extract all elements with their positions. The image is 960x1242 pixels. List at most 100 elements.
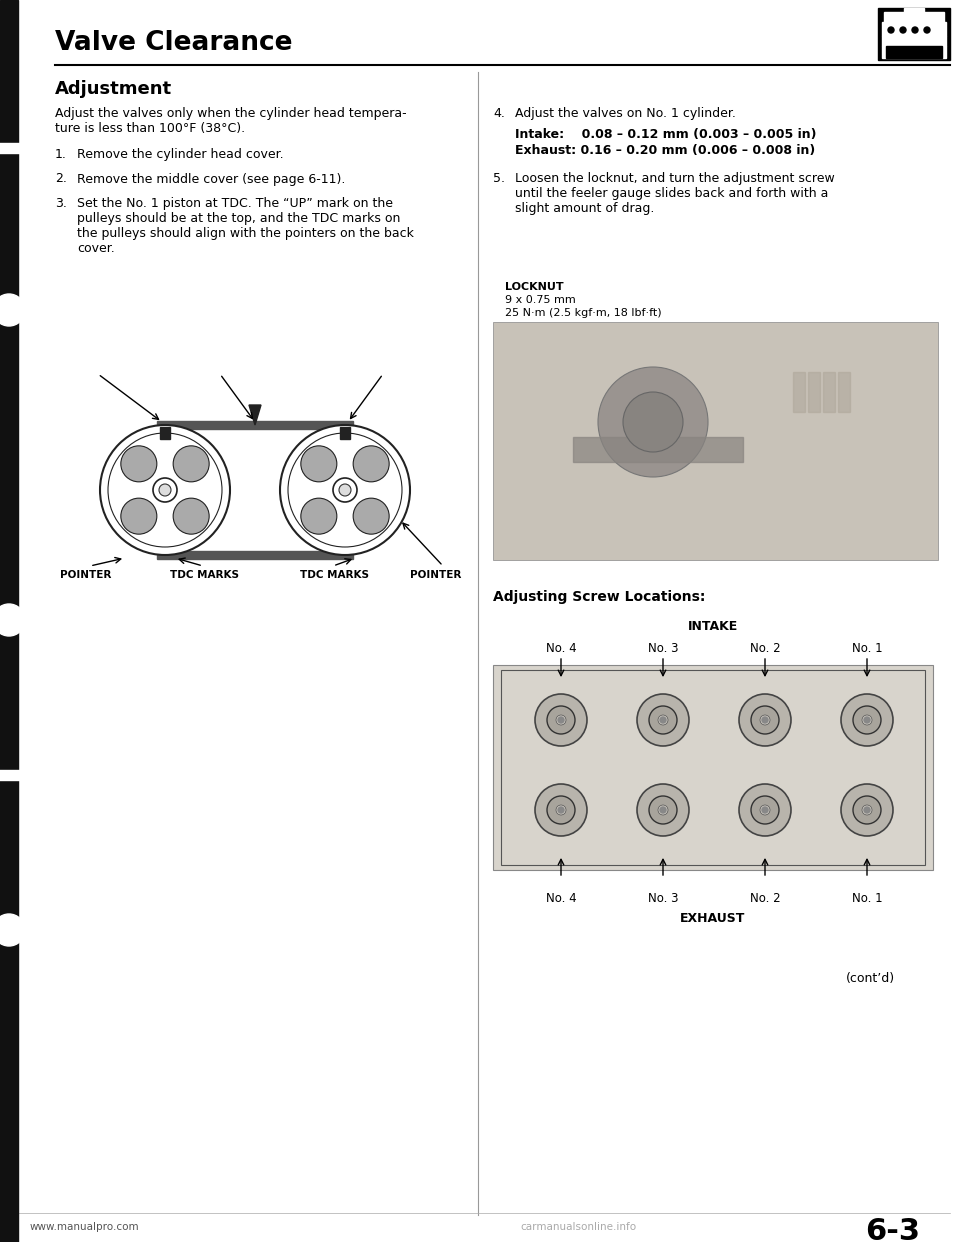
Circle shape: [598, 366, 708, 477]
Text: 3.: 3.: [55, 197, 67, 210]
Circle shape: [658, 805, 668, 815]
Circle shape: [762, 717, 768, 723]
Circle shape: [353, 498, 389, 534]
Text: www.manualpro.com: www.manualpro.com: [30, 1222, 139, 1232]
Circle shape: [623, 392, 683, 452]
Text: “UP” MARK: “UP” MARK: [65, 368, 133, 378]
Bar: [157, 421, 353, 428]
Circle shape: [339, 484, 351, 496]
Circle shape: [660, 717, 666, 723]
Circle shape: [535, 694, 587, 746]
Circle shape: [658, 715, 668, 725]
Circle shape: [924, 27, 930, 34]
Bar: [0, 143, 26, 153]
Circle shape: [353, 446, 389, 482]
Text: LOCKNUT: LOCKNUT: [505, 282, 564, 292]
Bar: [50, 358, 465, 590]
Circle shape: [159, 484, 171, 496]
Circle shape: [841, 784, 893, 836]
Circle shape: [760, 805, 770, 815]
Bar: [886, 46, 942, 58]
Bar: [904, 7, 924, 16]
Bar: [501, 669, 925, 864]
Text: Valve Clearance: Valve Clearance: [55, 30, 293, 56]
Circle shape: [739, 694, 791, 746]
Text: carmanualsonline.info: carmanualsonline.info: [520, 1222, 636, 1232]
Circle shape: [288, 433, 402, 546]
Text: Intake:    0.08 – 0.12 mm (0.003 – 0.005 in): Intake: 0.08 – 0.12 mm (0.003 – 0.005 in…: [515, 128, 817, 142]
Bar: [808, 373, 820, 412]
Circle shape: [333, 478, 357, 502]
Circle shape: [760, 715, 770, 725]
Text: No. 2: No. 2: [750, 642, 780, 655]
Circle shape: [535, 784, 587, 836]
Text: POINTER: POINTER: [410, 570, 462, 580]
Circle shape: [100, 425, 230, 555]
Circle shape: [864, 717, 870, 723]
Text: Adjust the valves only when the cylinder head tempera-
ture is less than 100°F (: Adjust the valves only when the cylinder…: [55, 107, 407, 135]
Bar: [493, 322, 938, 560]
Bar: [573, 437, 743, 462]
Circle shape: [153, 478, 177, 502]
Text: 1.: 1.: [55, 148, 67, 161]
Circle shape: [751, 705, 779, 734]
Text: 2.: 2.: [55, 173, 67, 185]
Text: 5.: 5.: [493, 171, 505, 185]
Text: TDC MARKS: TDC MARKS: [170, 570, 239, 580]
Bar: [0, 0, 18, 1242]
Circle shape: [547, 705, 575, 734]
Bar: [878, 7, 950, 60]
Text: (cont’d): (cont’d): [846, 972, 895, 985]
Text: Adjustment: Adjustment: [55, 79, 172, 98]
Text: Loosen the locknut, and turn the adjustment screw
until the feeler gauge slides : Loosen the locknut, and turn the adjustm…: [515, 171, 835, 215]
Text: No. 4: No. 4: [545, 892, 576, 905]
Circle shape: [649, 705, 677, 734]
Circle shape: [300, 498, 337, 534]
Circle shape: [0, 604, 25, 636]
Text: No. 4: No. 4: [545, 642, 576, 655]
Text: POINTER: POINTER: [203, 368, 254, 378]
Text: 4.: 4.: [493, 107, 505, 120]
Circle shape: [637, 694, 689, 746]
Circle shape: [556, 805, 566, 815]
Text: POINTER: POINTER: [60, 570, 111, 580]
Circle shape: [853, 705, 881, 734]
Bar: [882, 22, 946, 36]
Text: “UP” MARK: “UP” MARK: [350, 368, 419, 378]
Text: No. 2: No. 2: [750, 892, 780, 905]
Circle shape: [280, 425, 410, 555]
Circle shape: [121, 446, 156, 482]
Circle shape: [649, 796, 677, 823]
Text: Set the No. 1 piston at TDC. The “UP” mark on the
pulleys should be at the top, : Set the No. 1 piston at TDC. The “UP” ma…: [77, 197, 414, 255]
Bar: [157, 551, 353, 559]
Circle shape: [862, 805, 872, 815]
Circle shape: [300, 446, 337, 482]
Text: 25 N·m (2.5 kgf·m, 18 lbf·ft): 25 N·m (2.5 kgf·m, 18 lbf·ft): [505, 308, 661, 318]
Circle shape: [739, 784, 791, 836]
Bar: [160, 427, 170, 438]
Text: Adjust the valves on No. 1 cylinder.: Adjust the valves on No. 1 cylinder.: [515, 107, 736, 120]
Circle shape: [864, 807, 870, 814]
Circle shape: [637, 784, 689, 836]
Circle shape: [0, 294, 25, 325]
Text: Remove the cylinder head cover.: Remove the cylinder head cover.: [77, 148, 283, 161]
Circle shape: [558, 717, 564, 723]
Circle shape: [173, 498, 209, 534]
Text: 6-3: 6-3: [865, 1217, 920, 1242]
Circle shape: [173, 446, 209, 482]
Text: Remove the middle cover (see page 6-11).: Remove the middle cover (see page 6-11).: [77, 173, 346, 185]
Bar: [793, 373, 805, 412]
Text: 9 x 0.75 mm: 9 x 0.75 mm: [505, 296, 576, 306]
Text: No. 3: No. 3: [648, 892, 679, 905]
Bar: [884, 12, 944, 22]
Text: INTAKE: INTAKE: [688, 620, 738, 633]
Circle shape: [547, 796, 575, 823]
Circle shape: [751, 796, 779, 823]
Circle shape: [841, 694, 893, 746]
Bar: [823, 373, 835, 412]
Bar: [882, 46, 946, 58]
Text: TDC MARKS: TDC MARKS: [300, 570, 369, 580]
Circle shape: [121, 498, 156, 534]
Text: No. 3: No. 3: [648, 642, 679, 655]
Circle shape: [853, 796, 881, 823]
